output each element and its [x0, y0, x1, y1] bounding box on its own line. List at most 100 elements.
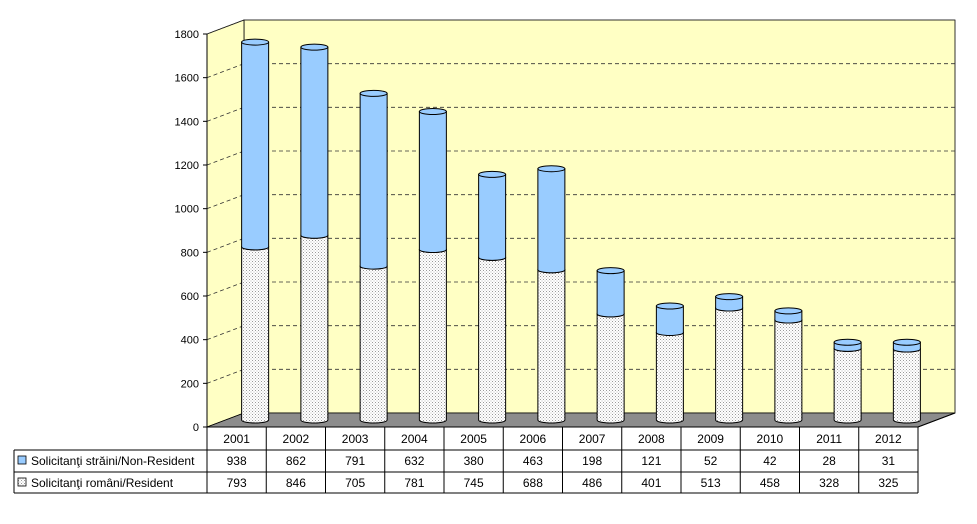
- x-tick-label: 2001: [223, 432, 250, 446]
- x-tick-label: 2005: [460, 432, 487, 446]
- bar-resident-body: [301, 235, 328, 423]
- bar-non-resident: [834, 339, 861, 351]
- bar-non-resident-cap: [893, 339, 920, 345]
- data-label: 791: [345, 454, 365, 468]
- y-tick-label: 200: [181, 378, 199, 390]
- bar-non-resident: [656, 303, 683, 335]
- bar-non-resident-body: [538, 169, 565, 273]
- y-tick-label: 800: [181, 247, 199, 259]
- bar-non-resident-cap: [419, 108, 446, 114]
- bar-resident-body: [597, 314, 624, 423]
- bar-2005: [479, 171, 506, 423]
- data-label: 862: [286, 454, 306, 468]
- bar-non-resident-cap: [360, 90, 387, 96]
- bar-non-resident-body: [479, 174, 506, 260]
- bar-resident: [716, 305, 743, 423]
- bar-non-resident-body: [242, 42, 269, 250]
- data-label: 745: [464, 476, 484, 490]
- data-label: 42: [763, 454, 777, 468]
- bar-resident-body: [716, 308, 743, 423]
- table-row-resident: Solicitanţi români/Resident7938467057817…: [18, 476, 899, 490]
- bar-resident-body: [479, 257, 506, 423]
- bar-2008: [656, 303, 683, 423]
- bar-resident: [834, 345, 861, 423]
- table-row-non-resident: Solicitanţi străini/Non-Resident 938 862 79…: [18, 454, 895, 468]
- data-label: 198: [582, 454, 602, 468]
- data-label: 325: [878, 476, 898, 490]
- bar-resident-body: [834, 348, 861, 423]
- x-tick-label: 2009: [697, 432, 724, 446]
- bar-resident: [419, 246, 446, 423]
- bar-resident-body: [656, 332, 683, 423]
- bar-non-resident: [360, 90, 387, 269]
- bar-resident-body: [242, 247, 269, 423]
- bar-non-resident: [479, 171, 506, 260]
- bar-non-resident-cap: [597, 268, 624, 274]
- bar-resident: [775, 317, 802, 423]
- data-label: 938: [227, 454, 247, 468]
- data-label: 632: [404, 454, 424, 468]
- bar-non-resident-cap: [479, 171, 506, 177]
- data-label: 513: [701, 476, 721, 490]
- bar-non-resident-cap: [716, 294, 743, 300]
- bar-non-resident-body: [301, 47, 328, 238]
- data-label: 401: [641, 476, 661, 490]
- bar-non-resident-body: [360, 93, 387, 269]
- y-tick-label: 1400: [175, 116, 199, 128]
- bar-resident: [242, 244, 269, 423]
- x-tick-label: 2004: [401, 432, 428, 446]
- y-tick-label: 1600: [175, 73, 199, 85]
- data-label: 52: [704, 454, 718, 468]
- x-tick-label: 2012: [875, 432, 902, 446]
- data-label: 781: [404, 476, 424, 490]
- bar-resident-body: [360, 266, 387, 423]
- bar-non-resident: [597, 268, 624, 317]
- y-axis: 020040060080010001200140016001800: [175, 29, 207, 434]
- data-label: 121: [641, 454, 661, 468]
- bar-non-resident: [538, 166, 565, 273]
- data-label: 31: [882, 454, 896, 468]
- legend-key-resident: [18, 478, 26, 486]
- bar-non-resident-cap: [538, 166, 565, 172]
- bar-2009: [716, 294, 743, 423]
- data-label: 793: [227, 476, 247, 490]
- x-tick-label: 2011: [816, 432, 842, 446]
- bar-resident-body: [893, 349, 920, 423]
- data-label: 380: [464, 454, 484, 468]
- legend-label-non-resident: Solicitanţi străini/Non-Resident: [31, 454, 195, 468]
- data-label: 688: [523, 476, 543, 490]
- bar-non-resident-body: [419, 111, 446, 252]
- bar-resident: [656, 329, 683, 423]
- data-label: 846: [286, 476, 306, 490]
- bar-non-resident: [775, 308, 802, 323]
- legend-label-resident: Solicitanţi români/Resident: [31, 476, 174, 490]
- data-label: 28: [822, 454, 836, 468]
- bar-non-resident-cap: [242, 39, 269, 45]
- bar-resident: [893, 346, 920, 423]
- bar-non-resident-cap: [834, 339, 861, 345]
- bar-2004: [419, 108, 446, 423]
- bar-non-resident: [893, 339, 920, 352]
- data-label: 486: [582, 476, 602, 490]
- legend-key-non-resident: [18, 456, 26, 464]
- side-wall: [207, 20, 244, 427]
- bar-2007: [597, 268, 624, 423]
- bar-2011: [834, 339, 861, 423]
- bar-resident: [301, 232, 328, 423]
- y-tick-label: 1200: [175, 160, 199, 172]
- bar-2010: [775, 308, 802, 423]
- y-tick-label: 600: [181, 291, 199, 303]
- data-label: 458: [760, 476, 780, 490]
- bar-non-resident-body: [597, 271, 624, 317]
- bar-non-resident: [716, 294, 743, 311]
- bar-non-resident-cap: [656, 303, 683, 309]
- bar-2002: [301, 44, 328, 423]
- bar-resident: [538, 267, 565, 423]
- x-tick-label: 2008: [638, 432, 665, 446]
- x-tick-label: 2006: [520, 432, 547, 446]
- bar-non-resident: [301, 44, 328, 238]
- y-tick-label: 400: [181, 335, 199, 347]
- y-tick-label: 0: [193, 422, 199, 434]
